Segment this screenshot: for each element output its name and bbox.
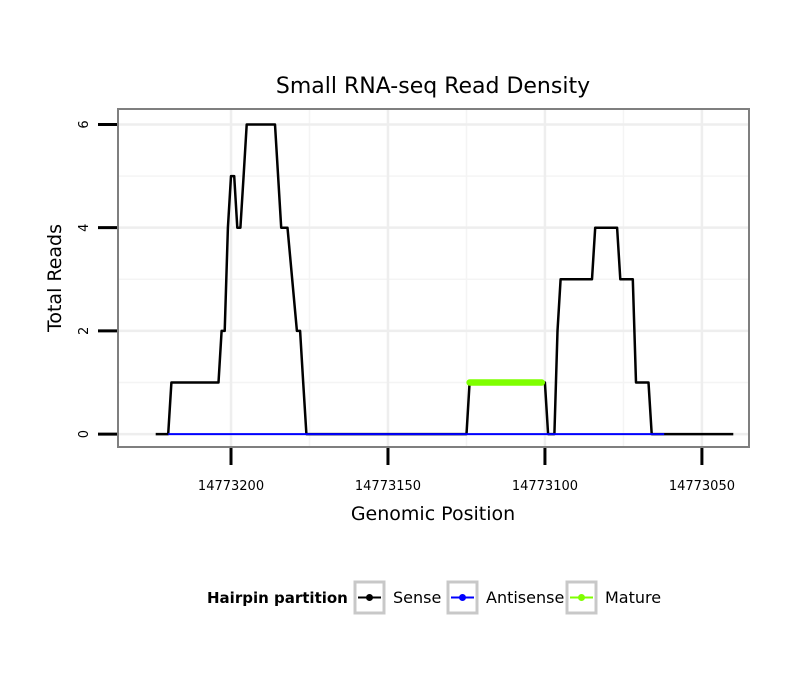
- legend-key-point: [366, 594, 373, 601]
- x-tick-label: 14773050: [669, 479, 735, 494]
- x-tick-label: 14773200: [198, 479, 264, 494]
- legend-item-antisense: Antisense: [446, 580, 564, 615]
- plot-panel: [117, 108, 750, 448]
- legend-key-point: [578, 594, 585, 601]
- series-line-sense: [155, 123, 734, 436]
- legend-title: Hairpin partition: [207, 589, 348, 607]
- legend-label: Mature: [605, 588, 661, 607]
- x-axis-label: Genomic Position: [351, 503, 515, 525]
- legend-label: Sense: [393, 588, 441, 607]
- y-tick-label: 6: [77, 120, 92, 128]
- y-tick-label: 0: [77, 430, 92, 438]
- legend-item-mature: Mature: [565, 580, 661, 615]
- legend-key-point: [459, 594, 466, 601]
- chart-title: Small RNA-seq Read Density: [276, 74, 590, 99]
- x-tick-label: 14773100: [512, 479, 578, 494]
- x-tick-label: 14773150: [355, 479, 421, 494]
- x-axis: 14773200 14773150 14773100 14773050: [198, 448, 735, 494]
- y-axis-label: Total Reads: [44, 224, 66, 333]
- legend-label: Antisense: [486, 588, 564, 607]
- y-axis: 0 2 4 6: [77, 120, 117, 438]
- legend: Hairpin partition Sense Antisense Mature: [207, 580, 661, 615]
- y-tick-label: 2: [77, 327, 92, 335]
- legend-item-sense: Sense: [353, 580, 441, 615]
- series-lines: [155, 123, 734, 436]
- y-tick-label: 4: [77, 224, 92, 232]
